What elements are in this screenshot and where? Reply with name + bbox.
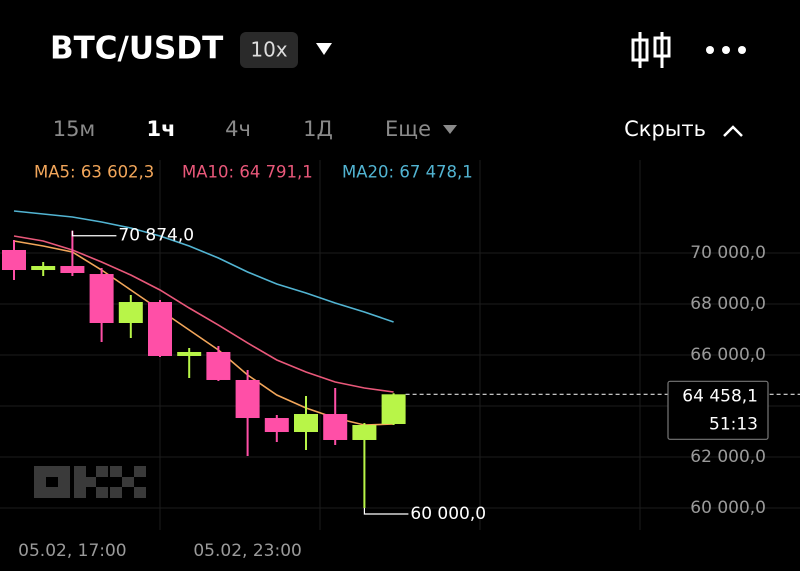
- candle-body: [31, 266, 56, 271]
- hide-button[interactable]: Скрыть: [624, 117, 706, 141]
- chevron-up[interactable]: [723, 125, 743, 137]
- y-tick-label: 60 000,0: [690, 498, 766, 518]
- y-tick-label: 70 000,0: [690, 243, 766, 263]
- legend-entry: MA5: 63 602,3: [34, 163, 154, 182]
- candle-body: [294, 414, 318, 433]
- candle-body: [2, 249, 26, 271]
- candle-body: [381, 394, 406, 425]
- annotation-label: 60 000,0: [410, 504, 486, 524]
- legend-entry: MA20: 67 478,1: [342, 163, 473, 182]
- annotation-label: 70 874,0: [118, 226, 194, 246]
- candle-body: [206, 351, 231, 380]
- y-tick-label: 62 000,0: [690, 447, 766, 467]
- candle-body: [264, 418, 289, 433]
- timeframe-tab[interactable]: 4ч: [225, 117, 251, 141]
- candle-body: [177, 351, 202, 356]
- dropdown-icon[interactable]: [316, 43, 332, 55]
- timeframe-tab[interactable]: Еще: [385, 117, 431, 141]
- more-icon[interactable]: [706, 46, 746, 54]
- candle-body: [89, 274, 114, 323]
- legend-entry: MA10: 64 791,1: [182, 163, 313, 182]
- chart-type-icon[interactable]: [631, 32, 671, 68]
- pair-title[interactable]: BTC/USDT: [50, 31, 223, 67]
- leverage[interactable]: 10x: [250, 38, 287, 62]
- moving-average-line: [13, 210, 394, 323]
- more-dropdown-icon[interactable]: [443, 125, 457, 134]
- timeframe-tab[interactable]: 15м: [53, 117, 96, 141]
- candle-body: [148, 302, 172, 356]
- last-price-box: [667, 380, 769, 440]
- okx-watermark: [34, 466, 146, 498]
- countdown: 51:13: [709, 414, 758, 434]
- candle-body: [323, 414, 348, 440]
- x-tick-label: 05.02, 17:00: [18, 541, 126, 561]
- moving-average-line: [13, 235, 394, 393]
- last-price-label: 64 458,1: [682, 386, 758, 406]
- candle-body: [60, 266, 85, 273]
- y-tick-label: 66 000,0: [690, 345, 766, 365]
- candle-body: [235, 379, 260, 419]
- timeframe-tab[interactable]: 1ч: [146, 117, 175, 141]
- annotation-leader: [363, 508, 409, 515]
- timeframe-tab[interactable]: 1Д: [303, 117, 333, 141]
- leverage-badge[interactable]: [240, 32, 298, 68]
- candle-body: [352, 424, 377, 440]
- candle-body: [118, 302, 143, 323]
- y-tick-label: 68 000,0: [690, 294, 766, 314]
- annotation-leader: [71, 230, 117, 237]
- x-tick-label: 05.02, 23:00: [193, 541, 301, 561]
